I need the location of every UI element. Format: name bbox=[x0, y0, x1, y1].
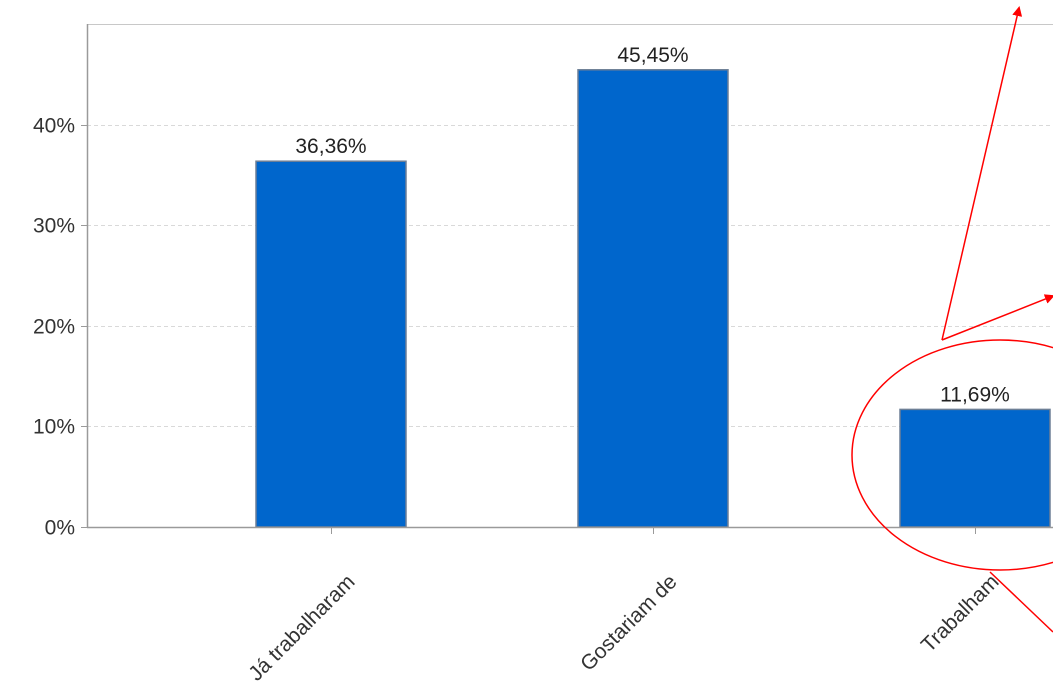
grid-lines bbox=[87, 125, 1053, 427]
annotation-line bbox=[989, 571, 1053, 633]
annotation-circle bbox=[851, 339, 1053, 571]
data-label: 36,36% bbox=[295, 135, 366, 158]
axes bbox=[81, 24, 1053, 534]
y-tick-label: 30% bbox=[33, 215, 75, 238]
x-tick-label: Já trabalharam bbox=[244, 570, 359, 685]
x-tick-label: Trabalham bbox=[917, 570, 1004, 657]
y-tick-label: 0% bbox=[45, 517, 75, 540]
y-tick-label: 10% bbox=[33, 416, 75, 439]
annotation-arrow bbox=[941, 294, 1053, 341]
annotation bbox=[851, 6, 1053, 633]
data-label: 45,45% bbox=[617, 44, 688, 67]
annotation-arrow bbox=[941, 6, 1023, 341]
bar bbox=[255, 160, 407, 528]
bar bbox=[899, 408, 1051, 528]
bar bbox=[577, 69, 729, 528]
bars bbox=[255, 69, 1051, 528]
y-tick-label: 20% bbox=[33, 316, 75, 339]
y-tick-label: 40% bbox=[33, 115, 75, 138]
data-label: 11,69% bbox=[940, 383, 1010, 406]
x-tick-label: Gostariam de bbox=[576, 570, 681, 675]
labels: 0% 10% 20% 30% 40% 36,36% Já trabalharam 45,45%… bbox=[33, 44, 1010, 686]
